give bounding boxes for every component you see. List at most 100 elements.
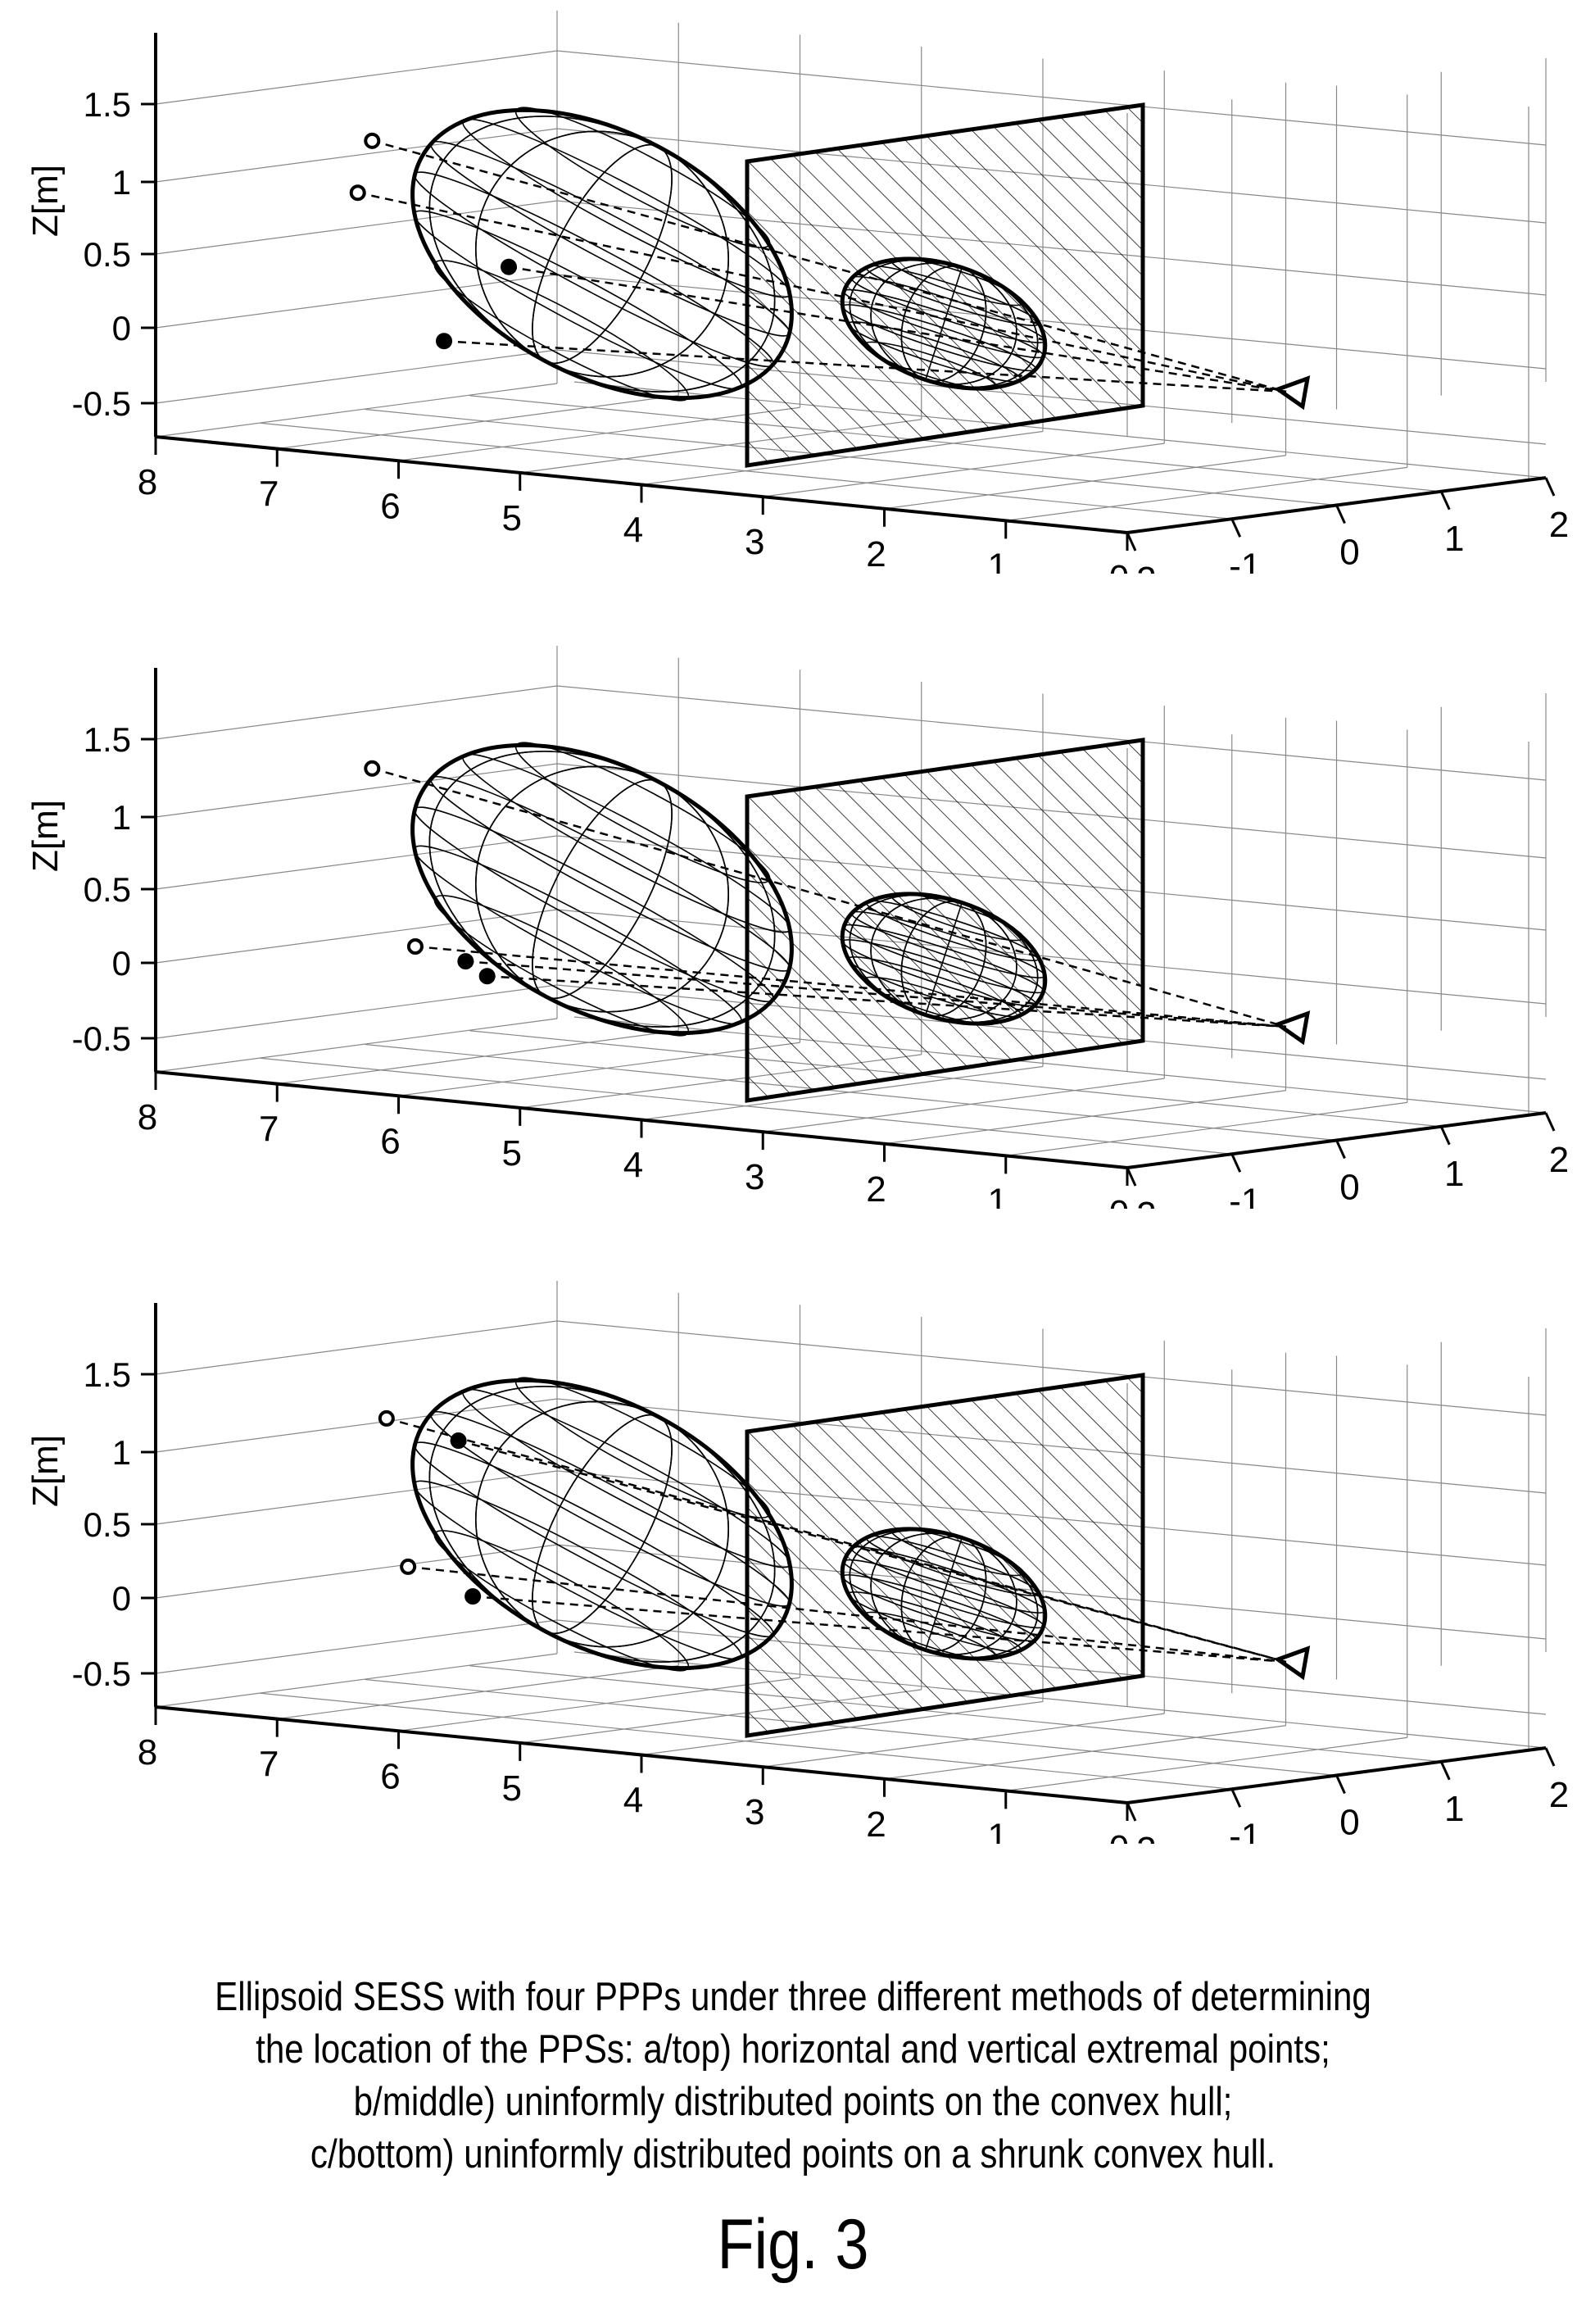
ppp-point [457,953,474,970]
x-tick-label: 4 [623,511,643,551]
x-tick-label: 1 [988,1816,1008,1844]
sess-ellipsoid-latitude [514,107,771,248]
grid-line [556,50,1547,146]
projected-ellipse-latitude [850,1546,1046,1614]
z-tick-label: 0 [112,1579,131,1618]
figure-caption: Ellipsoid SESS with four PPPs under thre… [111,1971,1475,2181]
y-tick [1544,1747,1556,1767]
sess-ellipsoid-longitude [428,116,776,393]
y-tick [1126,532,1137,551]
sess-ellipsoid-latitude [414,806,774,1002]
grid-line [573,1651,1547,1749]
projected-ellipse-latitude [863,1611,997,1661]
grid-line [155,50,558,105]
z-tick-label: 0 [112,309,131,347]
grid-line [155,1470,558,1525]
projected-ellipse-latitude [865,265,1040,326]
sess-ellipsoid-latitude [414,171,774,367]
projected-ellipse-latitude [841,1574,1037,1642]
sess-ellipsoid-longitude [475,130,729,378]
plot-panel-top: 1.510.50-0.5Z[m]876543210X[m]-2-1012Y[m] [0,0,1586,574]
plot-top-svg: 1.510.50-0.5Z[m]876543210X[m]-2-1012Y[m] [25,11,1569,574]
ppp-ray [371,767,1287,1028]
x-tick-label: 2 [866,1169,886,1209]
sess-ellipsoid-longitude [532,143,673,365]
y-tick [1439,491,1451,511]
z-tick-label: 1.5 [84,1355,131,1394]
y-tick-label: 1 [1444,519,1464,559]
z-axis-label: Z[m] [25,800,66,872]
grid-line [277,1030,679,1085]
ppp-ray [415,945,1287,1028]
grid-line [556,685,1547,781]
ppp-point [450,1432,467,1450]
y-tick [1126,1167,1137,1187]
projected-ellipse-latitude [841,939,1037,1007]
sess-ellipsoid-longitude [475,130,729,378]
y-tick [1544,477,1556,497]
projection-plane [745,738,1145,1103]
x-tick-label: 6 [380,1121,400,1161]
x-tick-label: 8 [138,462,157,502]
grid-line [398,1042,800,1096]
sess-ellipsoid-latitude [414,1441,774,1637]
grid-line [155,200,558,255]
sess-ellipsoid-longitude [428,751,776,1028]
ppp-ray [386,1417,1287,1664]
y-tick [1126,1802,1137,1822]
grid-line [641,1065,1044,1121]
y-tick [1230,1788,1242,1808]
x-tick-label: 2 [866,534,886,574]
ppp-point [349,184,366,202]
grid-line [1005,1736,1407,1791]
grid-line [277,1665,679,1720]
ppp-point [406,938,424,955]
grid-line [155,128,558,183]
z-axis-label: Z[m] [25,1435,66,1507]
projected-ellipse-latitude [847,956,1022,1018]
y-tick [1230,518,1242,538]
grid-line [556,1320,1547,1416]
ppp-ray [465,960,1287,1028]
projected-ellipse-latitude [865,900,1040,961]
ppp-point [378,1409,395,1427]
grid-line [155,984,558,1039]
x-tick-label: 4 [623,1781,643,1821]
y-tick-label: -1 [1229,546,1261,574]
grid-line [469,1665,1442,1763]
y-tick-label: -2 [1124,1195,1156,1209]
z-tick-label: -0.5 [72,1019,131,1058]
sess-ellipsoid-latitude [430,141,791,337]
z-tick-label: 1 [112,163,131,202]
z-tick-label: 0.5 [84,235,131,274]
projected-ellipse-latitude [890,256,1025,306]
x-tick-label: 5 [502,498,522,538]
projection-plane [745,1373,1145,1738]
caption-line: the location of the PPSs: a/top) horizon… [256,2027,1330,2072]
caption-line: b/middle) uninformly distributed points … [353,2080,1233,2124]
grid-line [155,1398,558,1453]
plot-middle-svg: 1.510.50-0.5Z[m]876543210X[m]-2-1012Y[m] [25,646,1569,1209]
x-tick-label: 2 [866,1804,886,1844]
x-tick-label: 4 [623,1146,643,1186]
x-tick-label: 7 [259,1110,279,1150]
ppp-point [478,968,496,985]
grid-line [398,1677,800,1732]
y-tick-label: 1 [1444,1789,1464,1829]
sess-ellipsoid-latitude [462,118,791,298]
viewer-triangle [1273,1010,1311,1046]
ppp-ray [487,974,1287,1028]
y-tick-label: -2 [1124,1830,1156,1844]
y-tick [1230,1153,1242,1173]
grid-line [155,909,558,964]
grid-line [155,763,558,818]
x-tick-label: 7 [259,1745,279,1785]
ppp-ray [473,1595,1287,1664]
x-tick-label: 1 [988,546,1008,574]
viewer-triangle [1273,375,1311,411]
grid-line [884,455,1286,510]
projected-ellipse-latitude [850,910,1046,978]
grid-line [260,1692,1232,1790]
plot-bottom-svg: 1.510.50-0.5Z[m]876543210X[m]-2-1012Y[m] [25,1281,1569,1844]
ppp-ray [357,191,1287,393]
